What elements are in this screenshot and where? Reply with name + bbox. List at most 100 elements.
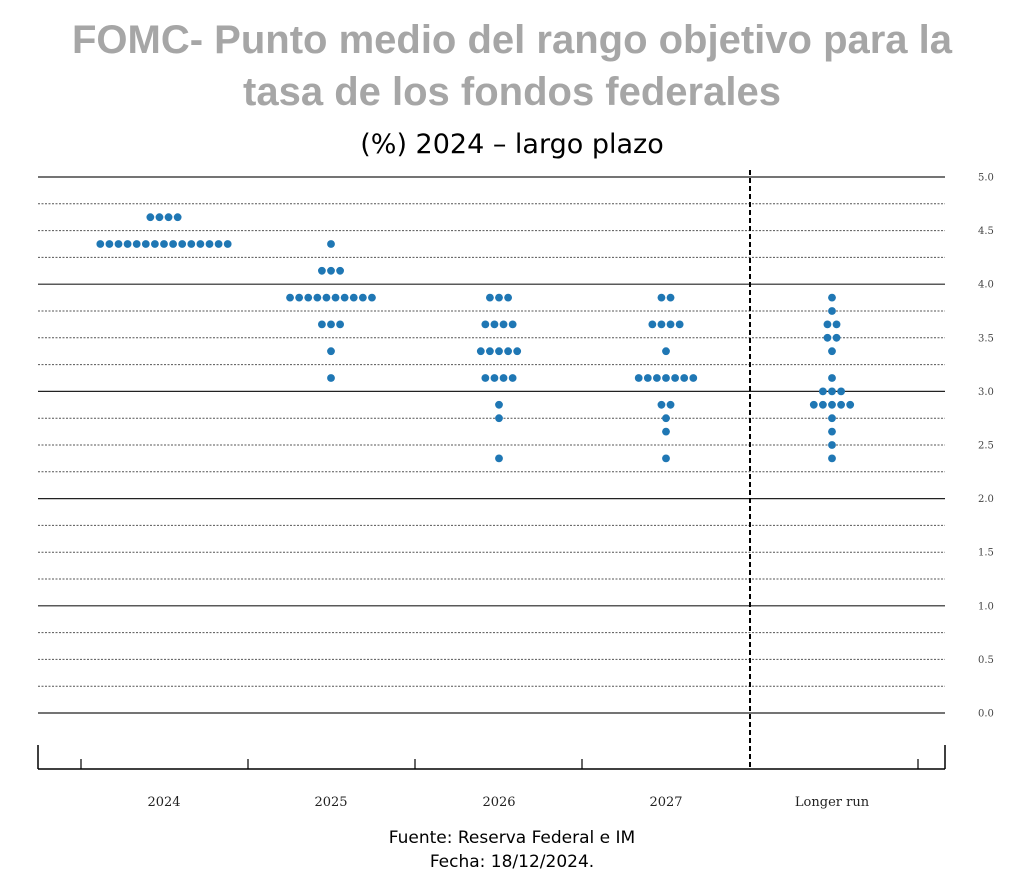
- dot-2024: [164, 213, 173, 222]
- y-tick-label: 4.5: [978, 226, 994, 237]
- dot-2024: [223, 240, 232, 248]
- dot-2026: [476, 347, 485, 356]
- dot-longer-run: [828, 307, 836, 315]
- dot-longer-run: [828, 293, 836, 302]
- x-category-label: 2027: [649, 795, 682, 810]
- y-tick-label: 0.0: [978, 709, 994, 720]
- dot-2024: [105, 240, 114, 248]
- dot-2026: [504, 293, 512, 302]
- dot-2026: [495, 293, 503, 302]
- dot-2025: [331, 293, 340, 302]
- dot-2025: [327, 347, 335, 356]
- dot-2026: [495, 454, 503, 463]
- dot-2026: [495, 414, 503, 423]
- dot-2025: [336, 266, 344, 275]
- dot-longer-run: [819, 400, 827, 409]
- dot-longer-run: [828, 441, 836, 449]
- dot-2024: [141, 240, 150, 248]
- dot-2027: [662, 454, 670, 463]
- dot-2027: [662, 414, 670, 423]
- dot-2025: [322, 293, 331, 302]
- dot-2027: [666, 293, 675, 302]
- chart-subtitle: (%) 2024 – largo plazo: [360, 129, 664, 160]
- dot-2024: [160, 240, 168, 248]
- dot-2026: [486, 293, 494, 302]
- dot-2027: [643, 374, 652, 382]
- dot-2025: [286, 293, 294, 302]
- dot-2025: [318, 266, 326, 275]
- y-tick-label: 1.0: [978, 601, 994, 612]
- dot-2026: [504, 347, 512, 356]
- chart-title-line-2: tasa de los fondos federales: [243, 70, 781, 114]
- dot-2026: [481, 320, 490, 329]
- dot-2024: [205, 240, 214, 248]
- dot-longer-run: [828, 347, 836, 356]
- dot-longer-run: [828, 374, 836, 382]
- dot-2024: [196, 240, 205, 248]
- y-tick-label: 3.0: [978, 387, 994, 398]
- y-tick-label: 2.0: [978, 494, 994, 505]
- x-axis: 2024 2025 2026 2027 Longer run: [37, 745, 946, 810]
- dot-2027: [657, 293, 666, 302]
- grid-lines: [38, 170, 945, 770]
- x-category-label: Longer run: [795, 795, 870, 810]
- dot-2026: [508, 320, 517, 329]
- dot-longer-run: [823, 333, 832, 342]
- dot-2027: [675, 320, 684, 329]
- dot-longer-run: [832, 333, 841, 342]
- dot-2025: [340, 293, 349, 302]
- dot-2027: [671, 374, 679, 382]
- x-category-label: 2025: [314, 795, 347, 810]
- dot-2024: [187, 240, 196, 248]
- dot-2026: [486, 347, 494, 356]
- dot-2027: [689, 374, 698, 382]
- dot-2027: [657, 400, 666, 409]
- dot-2025: [304, 293, 313, 302]
- dot-longer-run: [828, 400, 836, 409]
- dot-2027: [634, 374, 643, 382]
- y-tick-label: 0.5: [978, 655, 994, 666]
- dot-longer-run: [828, 387, 836, 396]
- dot-2026: [499, 320, 508, 329]
- dot-2026: [490, 374, 499, 382]
- dot-2026: [508, 374, 517, 382]
- source-note: Fuente: Reserva Federal e IM Fecha: 18/1…: [0, 826, 1024, 874]
- dot-2025: [313, 293, 322, 302]
- dot-2025: [327, 266, 335, 275]
- dot-2026: [495, 347, 503, 356]
- dot-longer-run: [828, 427, 836, 436]
- dot-2027: [666, 400, 675, 409]
- dot-longer-run: [828, 414, 836, 423]
- dot-2024: [155, 213, 164, 222]
- dot-2027: [653, 374, 661, 382]
- date-text: Fecha: 18/12/2024.: [429, 852, 595, 872]
- dot-2027: [657, 320, 666, 329]
- dot-2024: [214, 240, 223, 248]
- dot-longer-run: [837, 400, 845, 409]
- y-tick-label: 3.5: [978, 333, 994, 344]
- dot-2025: [327, 240, 335, 248]
- dot-longer-run: [819, 387, 827, 396]
- dot-2025: [358, 293, 367, 302]
- dot-2025: [336, 320, 344, 329]
- dot-2025: [368, 293, 376, 302]
- dot-2027: [662, 347, 670, 356]
- x-category-label: 2024: [147, 795, 180, 810]
- dot-2024: [96, 240, 105, 248]
- dot-2025: [349, 293, 358, 302]
- dot-2026: [490, 320, 499, 329]
- dot-2024: [123, 240, 132, 248]
- dot-2024: [151, 240, 159, 248]
- dot-2025: [327, 374, 335, 382]
- x-category-label: 2026: [482, 795, 515, 810]
- chart-title-line-1: FOMC- Punto medio del rango objetivo par…: [71, 18, 953, 62]
- y-tick-label: 1.5: [978, 548, 994, 559]
- y-tick-label: 5.0: [978, 173, 994, 184]
- dot-2024: [114, 240, 123, 248]
- dots: [96, 213, 855, 463]
- dot-2026: [513, 347, 522, 356]
- dot-2026: [499, 374, 508, 382]
- dot-2027: [662, 374, 670, 382]
- y-tick-label: 2.5: [978, 441, 994, 452]
- dot-longer-run: [828, 454, 836, 463]
